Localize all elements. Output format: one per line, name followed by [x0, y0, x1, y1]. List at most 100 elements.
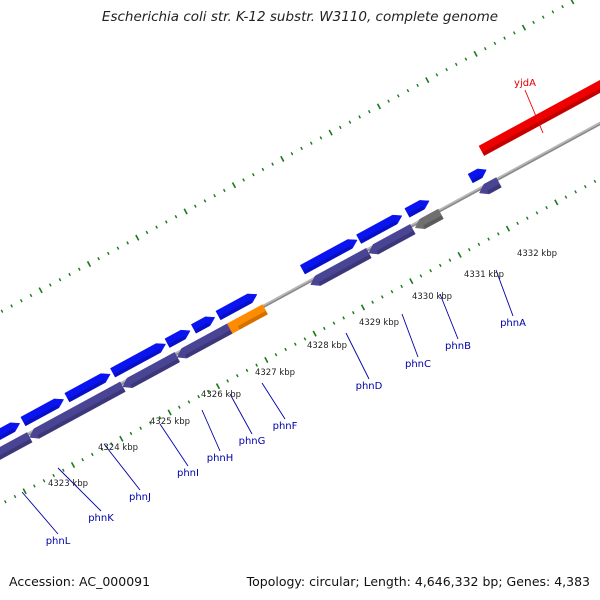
outer-tick — [473, 50, 478, 57]
outer-tick — [231, 182, 237, 189]
cds-forward-shape — [404, 200, 430, 218]
kbp-label: 4330 kbp — [412, 292, 452, 302]
cds-forward-shape — [110, 343, 166, 378]
inner-tick — [332, 321, 336, 325]
cds-forward-shape — [64, 373, 111, 403]
leader-line — [21, 491, 59, 535]
cds-forward — [110, 343, 166, 378]
gene-labels: phnL phnK phnJ phnI phnH phnG phnF phnD phnC phnB… — [46, 78, 536, 547]
inner-tick — [409, 278, 414, 285]
cds-forward — [64, 373, 111, 403]
inner-tick — [197, 395, 200, 399]
inner-tick — [545, 205, 548, 210]
inner-tick — [312, 330, 317, 337]
inner-tick — [371, 300, 374, 304]
cds-reverse-shape — [176, 323, 233, 359]
inner-tick — [419, 274, 423, 278]
inner-tick — [535, 211, 539, 215]
feature-gray — [414, 208, 444, 230]
outer-tick — [280, 155, 285, 162]
cds-forward-shape — [0, 422, 21, 441]
outer-tick — [38, 287, 43, 294]
outer-tick — [126, 241, 129, 245]
outer-tick — [367, 110, 371, 114]
inner-tick — [91, 452, 94, 457]
cds-reverse-shape — [368, 224, 416, 255]
outer-tick — [155, 225, 158, 229]
gene-highlight-shape — [478, 79, 600, 156]
outer-tick — [183, 208, 188, 215]
inner-tick — [574, 190, 577, 194]
inner-tick — [467, 248, 471, 252]
inner-tick — [438, 263, 442, 268]
gene-label-phnJ: phnJ — [129, 492, 151, 503]
outer-tick — [425, 77, 430, 84]
cds-reverse-shade — [37, 388, 126, 439]
outer-tick — [503, 36, 506, 40]
leader-line — [345, 332, 370, 380]
outer-tick — [135, 234, 140, 241]
inner-tick — [119, 435, 124, 442]
gene-label-phnH: phnH — [207, 453, 234, 464]
inner-tick — [342, 316, 345, 320]
cds-forward — [20, 398, 65, 427]
outer-tick — [251, 173, 255, 177]
inner-tick — [380, 295, 384, 299]
inner-tick — [284, 347, 287, 352]
outer-tick — [319, 136, 323, 140]
inner-tick — [429, 269, 432, 273]
cds-forward-shape — [190, 316, 216, 334]
inner-tick — [245, 368, 249, 373]
cds-reverse-shade — [318, 254, 372, 286]
leader-line — [401, 313, 419, 358]
kbp-label: 4332 kbp — [517, 249, 557, 259]
cds-forward-shade — [23, 404, 59, 426]
leader-line — [201, 409, 221, 452]
inner-tick — [70, 461, 76, 468]
cds-forward-shade — [303, 245, 353, 275]
inner-tick — [564, 195, 568, 199]
cds-forward-shape — [356, 214, 403, 244]
feature-tracks — [0, 79, 600, 460]
inner-tick — [448, 258, 452, 262]
inner-tick — [158, 416, 162, 420]
inner-tick — [293, 342, 297, 346]
outer-tick — [29, 293, 33, 298]
outer-tick — [106, 251, 110, 256]
outer-tick — [19, 299, 23, 303]
inner-tick — [457, 251, 462, 258]
cds-reverse-shade — [376, 230, 416, 255]
inner-tick — [81, 458, 84, 462]
outer-tick — [328, 129, 333, 136]
outer-tick — [348, 120, 352, 124]
leader-line — [439, 293, 459, 340]
cds-forward-shade — [113, 349, 161, 378]
outer-tick — [86, 260, 92, 267]
outer-tick — [561, 4, 564, 9]
inner-tick — [360, 304, 366, 311]
inner-tick — [13, 494, 17, 499]
gene-label-phnL: phnL — [46, 536, 71, 547]
inner-tick — [516, 221, 519, 226]
inner-tick — [4, 500, 7, 504]
gene-label-phnI: phnI — [177, 468, 199, 479]
inner-tick — [264, 356, 269, 363]
outer-tick — [387, 99, 390, 103]
outer-tick — [58, 278, 62, 282]
inner-tick — [400, 284, 403, 289]
inner-tick — [100, 447, 104, 451]
inner-tick — [525, 216, 529, 220]
gene-highlight — [478, 79, 600, 156]
outer-tick — [290, 152, 294, 156]
cds-reverse-shape — [479, 177, 502, 195]
cds-forward-shape — [215, 293, 258, 321]
cds-forward-shade — [407, 206, 425, 218]
inner-tick — [477, 242, 481, 247]
inner-tick — [167, 409, 172, 416]
cds-reverse — [368, 224, 416, 255]
outer-tick — [435, 73, 439, 77]
inner-tick — [129, 431, 133, 436]
leader-line — [159, 423, 189, 467]
label-leader-lines — [21, 89, 544, 535]
